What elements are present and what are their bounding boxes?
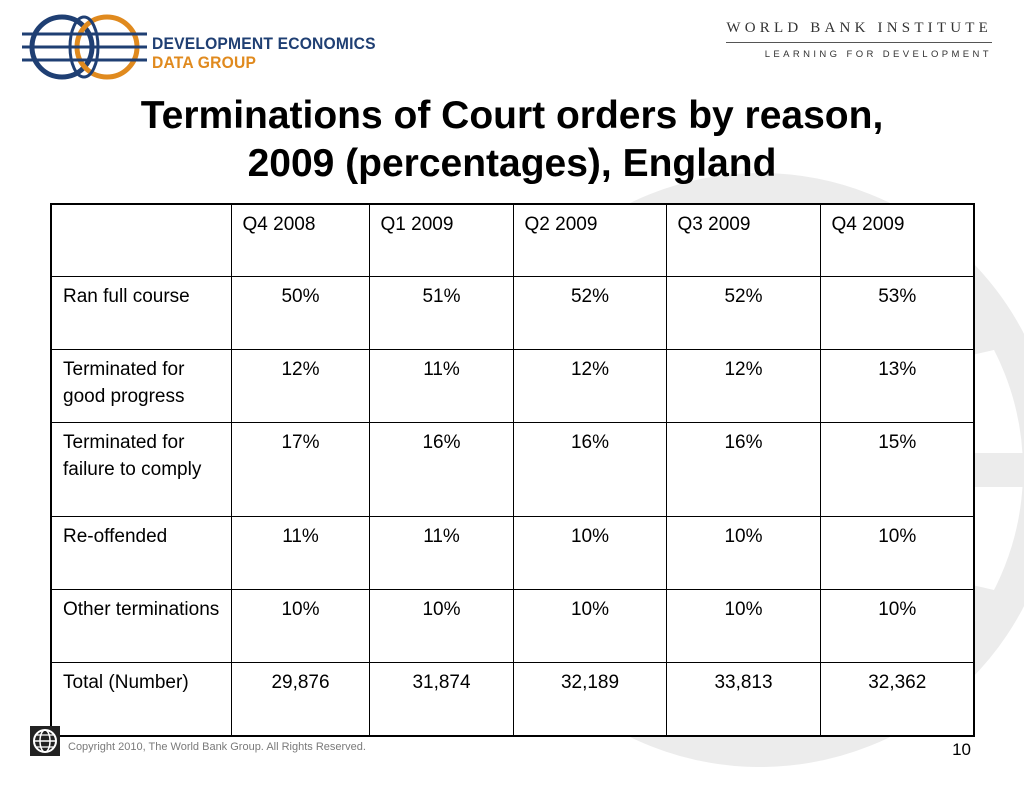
header-cell <box>50 203 232 277</box>
table-cell: 12% <box>230 349 370 423</box>
table-row: Ran full course 50% 51% 52% 52% 53% <box>50 276 975 350</box>
globe-icon <box>22 14 147 80</box>
world-bank-globe-icon <box>30 726 60 756</box>
table-cell: 52% <box>665 276 821 350</box>
row-label: Other terminations <box>50 589 232 663</box>
table-row: Terminated for good progress 12% 11% 12%… <box>50 349 975 423</box>
table-cell: 32,189 <box>512 662 667 737</box>
institute-brand: WORLD BANK INSTITUTE LEARNING FOR DEVELO… <box>726 20 992 60</box>
table-cell: 32,362 <box>819 662 975 737</box>
table-cell: 10% <box>368 589 514 663</box>
table-cell: 10% <box>230 589 370 663</box>
table-cell: 10% <box>819 589 975 663</box>
copyright-text: Copyright 2010, The World Bank Group. Al… <box>68 741 366 753</box>
table-cell: 10% <box>665 589 821 663</box>
table-cell: 16% <box>512 422 667 517</box>
table-cell: 33,813 <box>665 662 821 737</box>
table-cell: 10% <box>512 589 667 663</box>
org-name: DEVELOPMENT ECONOMICS DATA GROUP <box>152 34 376 72</box>
institute-subtitle: LEARNING FOR DEVELOPMENT <box>764 49 992 60</box>
table-cell: 12% <box>512 349 667 423</box>
table-cell: 52% <box>512 276 667 350</box>
page-number: 10 <box>952 740 971 759</box>
table-cell: 17% <box>230 422 370 517</box>
slide-title: Terminations of Court orders by reason, … <box>0 92 1024 188</box>
table-cell: 15% <box>819 422 975 517</box>
slide-title-line2: 2009 (percentages), England <box>247 142 777 185</box>
table-cell: 16% <box>665 422 821 517</box>
table-cell: 16% <box>368 422 514 517</box>
table-cell: 53% <box>819 276 975 350</box>
institute-divider <box>726 42 992 43</box>
header-cell: Q3 2009 <box>665 203 821 277</box>
institute-title: WORLD BANK INSTITUTE <box>726 20 992 36</box>
table-row-total: Total (Number) 29,876 31,874 32,189 33,8… <box>50 662 975 737</box>
table-cell: 10% <box>819 516 975 590</box>
row-label: Total (Number) <box>50 662 232 737</box>
table-cell: 11% <box>230 516 370 590</box>
table-row: Other terminations 10% 10% 10% 10% 10% <box>50 589 975 663</box>
header-cell: Q1 2009 <box>368 203 514 277</box>
table-row: Re-offended 11% 11% 10% 10% 10% <box>50 516 975 590</box>
header-cell: Q4 2009 <box>819 203 975 277</box>
row-label: Terminated for good progress <box>50 349 232 423</box>
table-cell: 29,876 <box>230 662 370 737</box>
terminations-table: Q4 2008 Q1 2009 Q2 2009 Q3 2009 Q4 2009 … <box>50 203 975 737</box>
table-cell: 50% <box>230 276 370 350</box>
table-row: Terminated for failure to comply 17% 16%… <box>50 422 975 517</box>
table-cell: 10% <box>512 516 667 590</box>
org-name-line2: DATA GROUP <box>152 53 257 72</box>
table-cell: 13% <box>819 349 975 423</box>
table-cell: 11% <box>368 349 514 423</box>
header-cell: Q4 2008 <box>230 203 370 277</box>
table-header-row: Q4 2008 Q1 2009 Q2 2009 Q3 2009 Q4 2009 <box>50 203 975 277</box>
org-name-line1: DEVELOPMENT ECONOMICS <box>152 34 376 53</box>
row-label: Ran full course <box>50 276 232 350</box>
row-label: Re-offended <box>50 516 232 590</box>
table-cell: 11% <box>368 516 514 590</box>
table-cell: 12% <box>665 349 821 423</box>
header-cell: Q2 2009 <box>512 203 667 277</box>
row-label: Terminated for failure to comply <box>50 422 232 517</box>
table-cell: 51% <box>368 276 514 350</box>
table-cell: 31,874 <box>368 662 514 737</box>
table-cell: 10% <box>665 516 821 590</box>
slide-title-line1: Terminations of Court orders by reason, <box>140 94 884 137</box>
